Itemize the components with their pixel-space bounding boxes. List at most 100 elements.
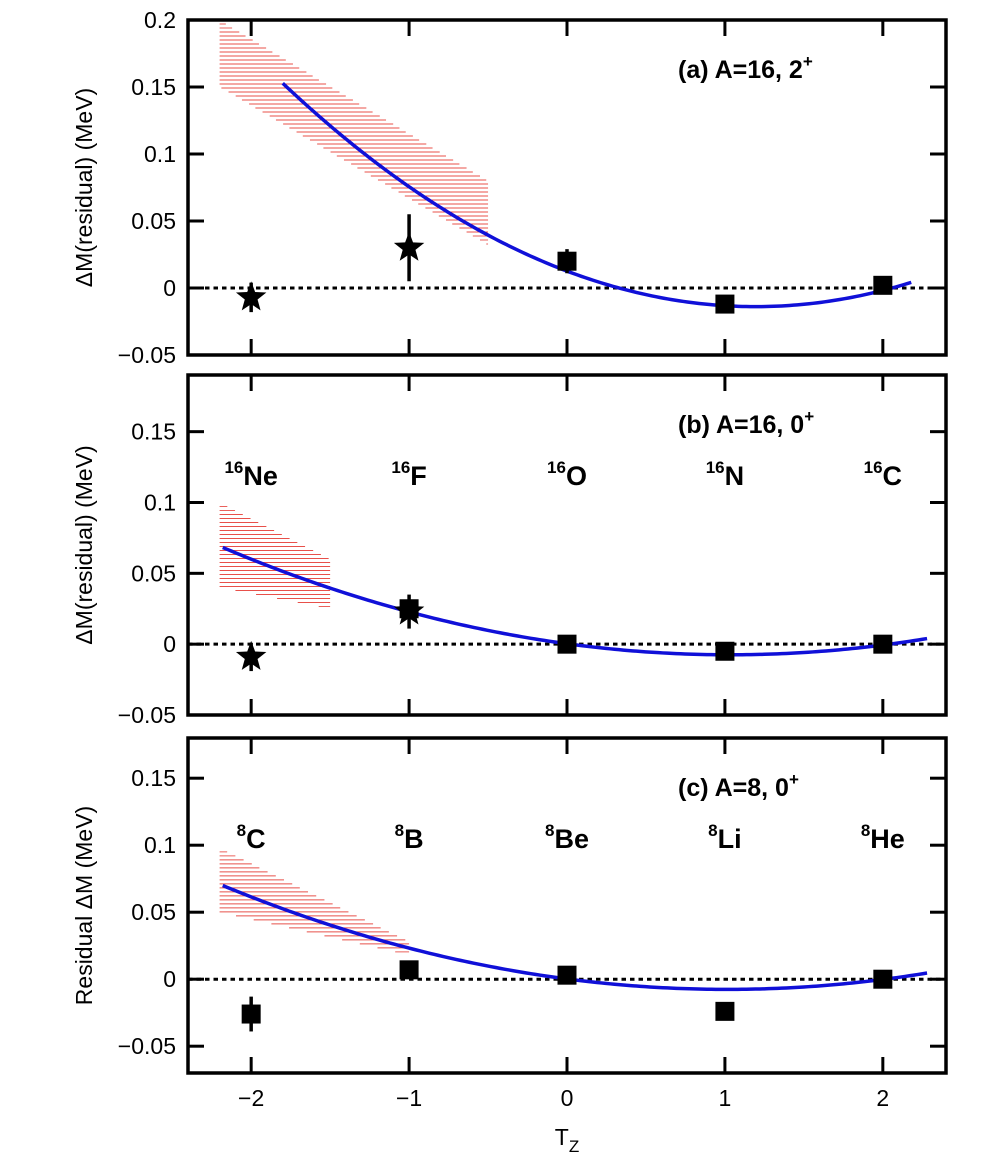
y-tick-label: 0 [163, 966, 176, 992]
y-tick-label: 0.05 [131, 208, 176, 234]
nucleus-symbol: O [566, 461, 587, 491]
y-axis-title: ΔM(residual) (MeV) [71, 88, 97, 287]
square-marker [557, 251, 577, 271]
y-tick-label: 0.2 [144, 7, 176, 33]
panel-title: (c) A=8, 0+ [678, 770, 799, 802]
nucleus-mass: 16 [391, 458, 410, 477]
y-tick-label: −0.05 [118, 1033, 176, 1059]
x-tick-label: 1 [719, 1085, 732, 1111]
plot-area [188, 506, 946, 672]
nucleus-label: 16N [706, 458, 744, 491]
data-point [873, 275, 893, 295]
nucleus-symbol: F [410, 461, 427, 491]
nucleus-label: 8Be [545, 821, 589, 854]
nucleus-mass: 8 [861, 821, 870, 840]
y-tick-label: 0 [163, 275, 176, 301]
nucleus-label: 16O [547, 458, 587, 491]
uncertainty-band [219, 851, 410, 953]
nucleus-mass: 8 [708, 821, 717, 840]
square-marker [715, 641, 735, 661]
square-marker [557, 634, 577, 654]
nucleus-label: 8C [237, 821, 266, 854]
fit-curve [281, 81, 912, 309]
data-point [241, 996, 261, 1032]
nucleus-symbol: He [870, 824, 905, 854]
panel-title: (b) A=16, 0+ [678, 407, 814, 439]
nucleus-mass: 8 [545, 821, 554, 840]
square-marker [873, 634, 893, 654]
nucleus-symbol: Be [554, 824, 589, 854]
y-tick-label: 0.1 [144, 490, 176, 516]
nucleus-symbol: Li [718, 824, 742, 854]
data-point [557, 249, 577, 274]
nucleus-mass: 16 [706, 458, 725, 477]
x-axis-title: TZ [555, 1124, 579, 1156]
square-marker [715, 1001, 735, 1021]
square-marker [557, 965, 577, 985]
y-tick-label: −0.05 [118, 342, 176, 368]
nucleus-symbol: N [725, 461, 745, 491]
plot-frame [186, 736, 948, 1075]
panel-title: (a) A=16, 2+ [678, 52, 813, 84]
nucleus-label: 16C [864, 458, 902, 491]
star-marker [235, 281, 267, 311]
x-tick-label: −2 [238, 1085, 264, 1111]
nucleus-symbol: B [404, 824, 424, 854]
y-tick-label: 0.1 [144, 141, 176, 167]
x-tick-label: 2 [876, 1085, 889, 1111]
data-point [715, 294, 735, 314]
panel-a: −0.05 0 0.05 0.1 0.15 0.2 ΔM(residual) (MeV) (a… [71, 7, 948, 368]
data-point [715, 1001, 735, 1021]
y-axis-title: Residual ΔM (MeV) [71, 806, 97, 1005]
uncertainty-band [219, 23, 489, 245]
y-tick-label: 0 [163, 631, 176, 657]
y-tick-label: 0.15 [131, 765, 176, 791]
plot-area [188, 851, 946, 1032]
data-point [399, 960, 419, 980]
data-point [873, 634, 893, 654]
star-marker [235, 640, 267, 670]
plot-area [188, 23, 946, 314]
plot-frame [186, 18, 948, 357]
square-marker [715, 294, 735, 314]
y-tick-label: 0.05 [131, 560, 176, 586]
plot-frame [186, 373, 948, 717]
nucleus-symbol: C [883, 461, 903, 491]
y-axis-title: ΔM(residual) (MeV) [71, 445, 97, 644]
nucleus-mass: 8 [395, 821, 404, 840]
x-axis: −2 −1 0 1 2 TZ [238, 1085, 889, 1156]
panel-title-main: (b) A=16, 0 [678, 411, 804, 439]
y-tick-label: 0.1 [144, 832, 176, 858]
y-tick-label: −0.05 [118, 702, 176, 728]
square-marker [873, 969, 893, 989]
panel-title-sup: + [804, 407, 814, 426]
x-tick-label: −1 [396, 1085, 422, 1111]
data-point [235, 281, 267, 313]
panel-title-main: (a) A=16, 2 [678, 56, 803, 84]
panel-title-sup: + [789, 770, 799, 789]
data-point [873, 969, 893, 989]
square-marker [873, 275, 893, 295]
nucleus-symbol: Ne [243, 461, 278, 491]
nucleus-label: 16F [391, 458, 426, 491]
nucleus-mass: 16 [224, 458, 243, 477]
nucleus-label: 16Ne [224, 458, 277, 491]
x-axis-title-sub: Z [569, 1137, 579, 1156]
x-tick-label: 0 [561, 1085, 574, 1111]
y-tick-label: 0.15 [131, 419, 176, 445]
y-tick-label: 0.15 [131, 74, 176, 100]
nucleus-mass: 8 [237, 821, 246, 840]
square-marker [399, 599, 419, 619]
data-point [393, 214, 425, 282]
star-marker [393, 231, 425, 261]
panel-title-sup: + [803, 52, 813, 71]
data-point [235, 640, 267, 672]
panel-b: −0.05 0 0.05 0.1 0.15 ΔM(residual) (MeV) (b) A… [71, 373, 948, 728]
data-point [557, 634, 577, 654]
nucleus-label: 8B [395, 821, 424, 854]
data-point [399, 599, 419, 619]
data-point [557, 965, 577, 985]
nucleus-mass: 16 [864, 458, 883, 477]
nucleus-mass: 16 [547, 458, 566, 477]
